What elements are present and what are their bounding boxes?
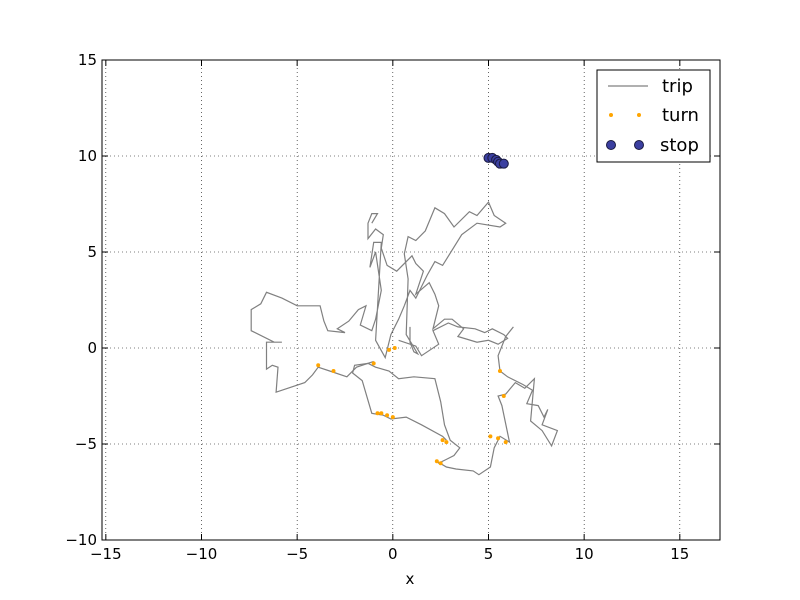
y-tick-label: 0 <box>87 339 97 357</box>
turn-point <box>434 459 439 464</box>
turn-point <box>375 411 380 416</box>
turn-point <box>385 413 390 418</box>
y-tick-label: −5 <box>75 435 97 453</box>
turn-series <box>316 346 508 466</box>
x-tick-label: −5 <box>286 545 308 563</box>
turn-point <box>379 411 384 416</box>
trip-line <box>367 213 509 357</box>
turn-point <box>392 346 397 350</box>
trip-line <box>403 200 507 356</box>
x-tick-label: −15 <box>90 545 122 563</box>
turn-point <box>444 440 449 445</box>
legend-stop-marker-2 <box>634 140 644 150</box>
turn-point <box>501 394 506 398</box>
turn-point <box>496 436 501 441</box>
x-tick-label: 15 <box>670 545 689 563</box>
x-tick-label: −10 <box>186 545 218 563</box>
x-tick-label: 0 <box>388 545 398 563</box>
trip-line <box>351 326 559 476</box>
legend-stop-label: stop <box>660 135 699 156</box>
plot-frame <box>101 59 721 541</box>
legend-box <box>596 69 711 163</box>
legend-trip-label: trip <box>662 76 693 97</box>
x-tick-label: 10 <box>575 545 594 563</box>
turn-point <box>503 440 508 445</box>
y-tick-label: 10 <box>78 147 97 165</box>
turn-point <box>438 461 443 466</box>
trip-series <box>250 200 559 476</box>
stop-series <box>483 152 509 169</box>
turn-point <box>390 415 395 420</box>
y-tick-label: 5 <box>87 243 97 261</box>
legend-turn-marker-1 <box>609 113 613 117</box>
legend-turn-marker-2 <box>637 113 641 117</box>
turn-point <box>386 347 391 352</box>
turn-point <box>316 363 321 368</box>
turn-point <box>331 369 336 374</box>
x-axis-label: x <box>406 570 415 588</box>
turn-point <box>440 438 445 443</box>
legend: trip turn stop <box>596 69 711 163</box>
y-tick-label: 15 <box>78 51 97 69</box>
y-tick-label: −10 <box>65 531 97 549</box>
turn-point <box>488 434 493 439</box>
turn-point <box>371 361 376 366</box>
legend-stop-marker-1 <box>606 140 616 150</box>
turn-point <box>497 369 502 374</box>
stop-point <box>498 158 509 169</box>
trip-line <box>250 241 405 394</box>
x-tick-label: 5 <box>484 545 494 563</box>
legend-turn-label: turn <box>662 105 699 126</box>
